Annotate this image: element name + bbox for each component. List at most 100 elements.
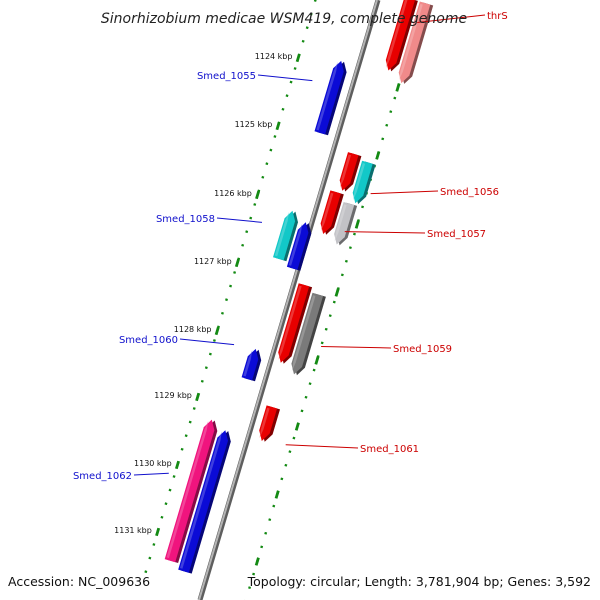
gene-arrow-highlight (278, 285, 302, 360)
minor-tick-mark (284, 463, 288, 467)
gene-arrow-body (278, 283, 310, 363)
minor-tick-mark (328, 314, 332, 318)
minor-tick-mark (233, 271, 237, 274)
minor-tick-mark (344, 259, 348, 263)
gene-arrow-smed-1061[interactable] (259, 405, 280, 442)
gene-arrow-thrs[interactable] (385, 0, 418, 72)
minor-tick-mark (285, 94, 289, 98)
gene-label-smed-1057[interactable]: Smed_1057 (427, 229, 486, 240)
minor-tick-mark (261, 175, 265, 179)
gene-arrow-body (291, 292, 324, 375)
gene-label-smed-1059[interactable]: Smed_1059 (393, 344, 452, 355)
minor-tick-mark (393, 96, 397, 100)
minor-tick-mark (305, 26, 309, 30)
minor-tick-mark (192, 407, 196, 410)
leader-line-smed-1057 (344, 231, 426, 234)
leader-line-smed-1055 (257, 74, 313, 82)
gene-arrow-highlight (243, 350, 253, 377)
tick-label-1131-kbp: 1131 kbp (114, 526, 152, 535)
gene-arrow-smed-1060[interactable] (241, 348, 262, 382)
tick-label-1130-kbp: 1130 kbp (134, 459, 172, 468)
minor-tick-mark (361, 205, 364, 209)
gene-label-smed-1058[interactable]: Smed_1058 (156, 214, 215, 225)
leader-line-smed-1058 (216, 217, 263, 223)
minor-tick-mark (385, 123, 389, 127)
minor-tick-mark (148, 556, 152, 560)
major-tick-mark (294, 422, 300, 431)
gene-arrow-blue-8[interactable] (286, 222, 312, 271)
minor-tick-mark (168, 488, 172, 492)
gene-label-smed-1061[interactable]: Smed_1061 (360, 444, 419, 455)
minor-tick-mark (248, 586, 252, 590)
gene-arrow-highlight (180, 431, 222, 569)
gene-arrow-body (320, 190, 341, 234)
gene-arrow-lightgray-6[interactable] (334, 202, 358, 246)
gene-arrow-smed-1058[interactable] (273, 210, 298, 262)
gene-arrow-body (259, 405, 278, 441)
minor-tick-mark (260, 545, 264, 549)
gene-label-smed-1056[interactable]: Smed_1056 (440, 187, 499, 198)
minor-tick-mark (212, 339, 216, 342)
major-tick-mark (255, 190, 261, 200)
major-tick-mark (214, 326, 220, 336)
major-tick-mark (314, 356, 320, 365)
gene-arrow-highlight (274, 211, 290, 257)
minor-tick-mark (324, 327, 328, 331)
gene-arrow-gray-10[interactable] (291, 292, 326, 376)
major-tick-mark (334, 288, 340, 297)
major-tick-mark (234, 258, 240, 268)
minor-tick-mark (252, 572, 256, 576)
major-tick-mark (195, 392, 201, 402)
gene-arrow-smed-1055[interactable] (314, 60, 347, 136)
minor-tick-mark (204, 366, 208, 370)
minor-tick-mark (265, 162, 269, 166)
minor-tick-mark (389, 110, 393, 114)
gene-arrow-highlight (320, 192, 334, 232)
gene-arrow-smed-1059[interactable] (278, 283, 313, 364)
gene-arrow-highlight (334, 204, 347, 242)
minor-tick-mark (352, 232, 356, 236)
gene-arrow-highlight (166, 420, 209, 559)
gene-label-smed-1055[interactable]: Smed_1055 (197, 71, 256, 82)
minor-tick-mark (340, 273, 344, 277)
gene-arrow-body (352, 160, 373, 204)
major-tick-mark (274, 490, 280, 499)
minor-tick-mark (304, 395, 308, 399)
minor-tick-mark (229, 284, 233, 288)
minor-tick-mark (289, 80, 293, 84)
gene-arrow-body (339, 152, 359, 191)
minor-tick-mark (249, 216, 253, 220)
gene-label-smed-1060[interactable]: Smed_1060 (119, 335, 178, 346)
minor-tick-mark (152, 543, 156, 546)
gene-label-thrs[interactable]: thrS (487, 11, 508, 22)
minor-tick-mark (332, 300, 336, 304)
leader-line-thrs (417, 14, 486, 24)
gene-arrow-body (385, 0, 415, 71)
major-tick-mark (395, 83, 401, 92)
minor-tick-mark (300, 409, 304, 413)
gene-arrow-smed-1057[interactable] (320, 190, 344, 235)
minor-tick-mark (264, 531, 268, 535)
minor-tick-mark (269, 148, 273, 152)
major-tick-mark (254, 557, 260, 566)
minor-tick-mark (180, 447, 184, 451)
gene-arrow-smed-1062[interactable] (164, 419, 218, 563)
minor-tick-mark (312, 368, 316, 372)
gene-arrow-smed-1056[interactable] (339, 152, 362, 192)
accession-text: Accession: NC_009636 (8, 574, 150, 589)
leader-line-smed-1061 (285, 444, 359, 449)
gene-label-smed-1062[interactable]: Smed_1062 (73, 471, 132, 482)
gene-arrow-cyan-4[interactable] (352, 160, 376, 205)
gene-arrow-blue-14[interactable] (178, 430, 231, 574)
minor-tick-mark (200, 379, 204, 383)
minor-tick-mark (245, 230, 249, 234)
major-tick-mark (354, 220, 360, 229)
tick-label-1126-kbp: 1126 kbp (214, 189, 252, 198)
topology-text: Topology: circular; Length: 3,781,904 bp… (247, 574, 591, 589)
major-tick-mark (375, 151, 381, 160)
minor-tick-mark (381, 137, 385, 141)
tick-label-1128-kbp: 1128 kbp (174, 325, 212, 334)
minor-tick-mark (292, 436, 296, 440)
